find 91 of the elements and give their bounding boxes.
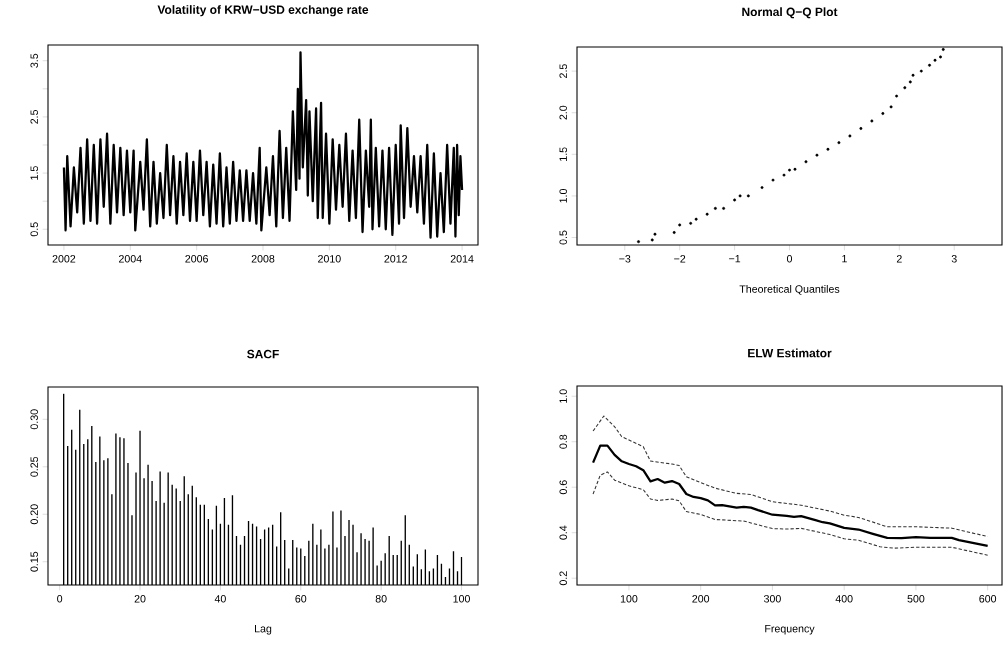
x-axis-title: Theoretical Quantiles	[739, 284, 840, 295]
x-tick-label: 2008	[251, 255, 275, 263]
x-axis-title: Frequency	[765, 625, 815, 635]
x-tick-label: 60	[295, 595, 307, 603]
point	[694, 217, 698, 221]
x-tick-label: 80	[375, 595, 387, 603]
point	[760, 186, 764, 190]
x-tick-label: 2006	[185, 255, 208, 263]
x-tick-label: 200	[692, 595, 710, 603]
y-tick-label: 0.30	[30, 409, 38, 430]
point	[881, 112, 885, 116]
line-series	[62, 51, 464, 239]
point	[738, 194, 742, 198]
point	[713, 206, 717, 210]
point	[911, 73, 915, 77]
point	[705, 212, 709, 216]
x-tick-label: 2	[896, 255, 902, 263]
x-tick-label: −1	[729, 255, 741, 263]
x-tick-label: 100	[620, 595, 638, 603]
x-tick-label: 20	[134, 595, 146, 603]
point	[889, 105, 893, 109]
x-tick-label: 2012	[384, 255, 407, 263]
y-tick-label: 1.0	[559, 188, 567, 203]
x-tick-label: 300	[763, 595, 781, 603]
y-tick-label: 1.5	[30, 166, 38, 180]
point	[815, 153, 819, 157]
x-tick-label: 600	[979, 595, 997, 603]
y-tick-label: 1.5	[559, 147, 567, 161]
point	[895, 94, 899, 98]
y-tick-label: 0.15	[30, 551, 38, 572]
x-tick-label: 500	[907, 595, 925, 603]
point	[928, 63, 931, 67]
point	[908, 80, 912, 84]
line-series	[591, 444, 989, 548]
point	[870, 119, 874, 123]
chart-title: Volatility of KRW−USD exchange rate	[157, 5, 369, 17]
x-tick-label: 2010	[318, 255, 341, 263]
point	[672, 231, 676, 234]
y-tick-label: 2.5	[559, 64, 567, 78]
y-tick-label: 0.25	[30, 456, 38, 477]
point	[804, 160, 808, 164]
point	[650, 238, 654, 242]
y-tick-label: 0.20	[30, 504, 38, 525]
point	[933, 58, 937, 62]
point	[939, 55, 942, 59]
point	[848, 134, 852, 138]
line-series	[592, 471, 989, 556]
x-tick-label: 400	[835, 595, 853, 603]
y-tick-label: 1.0	[559, 389, 567, 403]
y-tick-label: 0.2	[559, 571, 567, 586]
x-tick-label: 0	[786, 255, 793, 263]
point	[722, 206, 726, 210]
x-axis-title: Lag	[255, 625, 272, 635]
chart-title: SACF	[247, 349, 279, 359]
x-tick-label: 2014	[450, 255, 474, 263]
point	[788, 168, 791, 172]
point	[746, 194, 750, 198]
point	[859, 127, 863, 130]
x-tick-label: 3	[951, 255, 957, 263]
point	[637, 240, 640, 244]
point	[653, 232, 657, 236]
y-tick-label: 3.5	[30, 53, 38, 68]
point	[771, 178, 775, 182]
line-series	[592, 415, 989, 538]
chart-title: Normal Q−Q Plot	[742, 7, 838, 19]
point	[733, 198, 737, 202]
x-tick-label: 0	[57, 595, 63, 603]
point	[837, 141, 841, 145]
point	[826, 147, 830, 151]
point	[903, 86, 907, 90]
point	[782, 173, 786, 177]
y-tick-label: 0.6	[559, 480, 567, 495]
chart-title: ELW Estimator	[748, 348, 832, 358]
y-tick-label: 2.5	[30, 109, 38, 124]
point	[793, 167, 797, 171]
y-tick-label: 2.0	[559, 105, 567, 120]
x-tick-label: 2002	[52, 255, 76, 263]
y-tick-label: 0.5	[559, 230, 567, 245]
x-tick-label: 1	[842, 255, 847, 263]
x-tick-label: 100	[453, 595, 470, 603]
y-tick-label: 0.5	[30, 222, 38, 237]
point	[919, 69, 923, 73]
point	[678, 223, 682, 227]
y-tick-label: 0.4	[559, 525, 567, 540]
x-tick-label: −3	[619, 255, 631, 263]
x-tick-label: 40	[214, 595, 226, 603]
y-tick-label: 0.8	[559, 434, 567, 449]
x-tick-label: 2004	[119, 255, 142, 263]
point	[941, 48, 945, 51]
x-tick-label: −2	[674, 255, 686, 263]
point	[689, 221, 693, 225]
